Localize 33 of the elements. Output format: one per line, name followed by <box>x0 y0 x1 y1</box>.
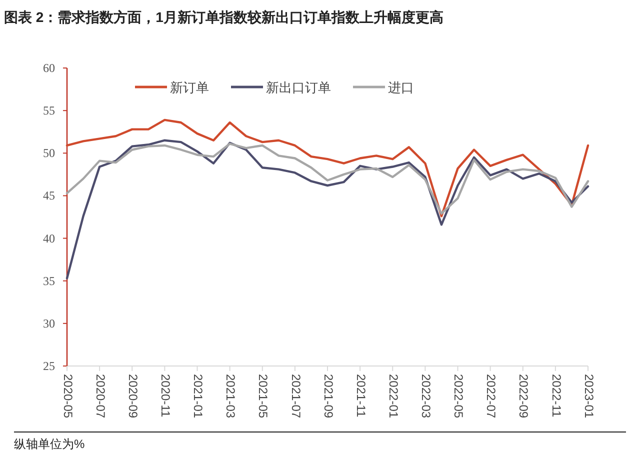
x-tick-label: 2020-09 <box>126 374 140 418</box>
y-tick-label: 50 <box>43 146 55 160</box>
x-tick-label: 2021-05 <box>256 374 270 418</box>
chart-title: 图表 2：需求指数方面，1月新订单指数较新出口订单指数上升幅度更高 <box>4 9 444 25</box>
x-tick-label: 2021-07 <box>288 374 303 418</box>
x-tick-label: 2023-01 <box>582 374 596 418</box>
x-tick-label: 2022-03 <box>419 374 434 418</box>
y-tick-label: 25 <box>43 359 55 373</box>
x-tick-label: 2021-03 <box>224 374 238 418</box>
x-tick-label: 2020-07 <box>93 374 108 418</box>
line-series <box>66 139 590 280</box>
y-tick-label: 45 <box>43 188 55 203</box>
y-tick-label: 35 <box>43 274 55 288</box>
x-tick-label: 2022-09 <box>516 374 531 418</box>
y-tick-label: 60 <box>43 61 55 75</box>
y-tick-label: 55 <box>43 104 55 118</box>
y-tick-label: 30 <box>43 316 55 330</box>
legend-label: 新出口订单 <box>266 80 331 95</box>
y-tick-label: 40 <box>43 231 55 246</box>
x-tick-label: 2020-11 <box>158 374 173 418</box>
line-series <box>66 142 590 215</box>
x-tick-label: 2022-05 <box>452 374 466 418</box>
x-tick-label: 2021-01 <box>191 374 206 418</box>
x-tick-label: 2022-07 <box>484 374 498 418</box>
legend-label: 新订单 <box>170 80 209 95</box>
line-series <box>66 118 590 218</box>
legend-label: 进口 <box>388 80 414 95</box>
x-tick-label: 2021-09 <box>321 374 336 418</box>
x-tick-label: 2020-05 <box>60 374 75 418</box>
x-tick-label: 2022-01 <box>386 374 400 418</box>
x-tick-label: 2021-11 <box>354 374 368 418</box>
x-tick-label: 2022-11 <box>549 374 564 418</box>
text: 纵轴单位为% <box>14 437 85 451</box>
